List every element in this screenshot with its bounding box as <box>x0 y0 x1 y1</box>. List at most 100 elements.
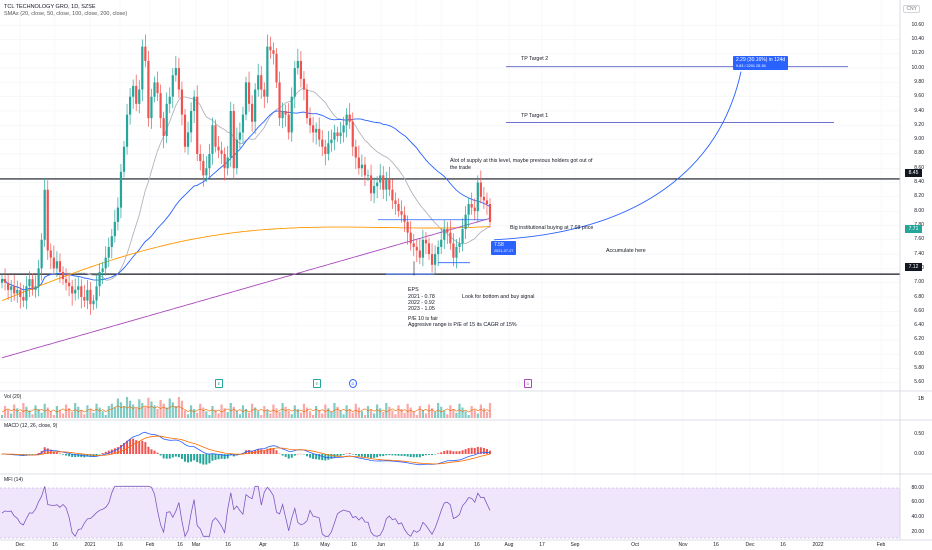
macd-histogram-bar <box>385 454 388 456</box>
candle <box>153 82 156 97</box>
volume-bar <box>430 408 434 418</box>
macd-label[interactable]: MACD (12, 26, close, 9) <box>4 423 58 429</box>
macd-histogram-bar <box>58 453 61 454</box>
macd-histogram-bar <box>68 454 71 457</box>
volume-bar <box>211 406 214 418</box>
volume-bar <box>369 409 373 418</box>
candle <box>226 157 229 169</box>
price-tick: 7.40 <box>914 250 924 257</box>
currency-badge[interactable]: CNY <box>903 5 920 13</box>
macd-histogram-bar <box>467 448 470 454</box>
bottom-note: Look for bottom and buy signal <box>462 294 535 300</box>
candle <box>461 229 464 244</box>
candle <box>247 82 251 104</box>
mfi-band <box>0 487 900 539</box>
sma200-line <box>1 217 491 359</box>
volume-bar <box>190 405 193 418</box>
horizontal-levels[interactable] <box>0 66 900 275</box>
grid <box>0 24 900 384</box>
mfi-tick: 80.00 <box>911 485 924 491</box>
price-tick: 10.00 <box>911 64 924 71</box>
macd-histogram-bar <box>485 448 488 454</box>
macd-histogram-bar <box>65 454 68 456</box>
price-tick: 9.80 <box>914 78 924 85</box>
candle <box>46 189 49 251</box>
entry-tag[interactable]: 7.58 2021-07-27 <box>491 241 517 255</box>
projection-tag[interactable]: 2.29 (30.16%) in 124d 9.83 / 2291 25.36 <box>733 56 789 70</box>
candle <box>351 121 354 147</box>
volume-bar <box>244 409 248 418</box>
macd-histogram-bar <box>360 454 363 457</box>
candle <box>162 118 165 137</box>
candle <box>482 196 485 201</box>
drawings[interactable] <box>378 71 742 276</box>
candle <box>287 114 290 133</box>
volume-bar <box>110 403 113 418</box>
volume-bar <box>394 414 397 418</box>
price-tick: 6.00 <box>914 350 924 357</box>
volume-bar <box>403 412 406 418</box>
macd-histogram-bar <box>318 454 321 460</box>
volume-bar <box>421 409 424 418</box>
candle <box>141 46 144 90</box>
volume-bar <box>470 406 473 418</box>
earnings-event-icon[interactable]: E <box>313 379 321 388</box>
macd-histogram-bar <box>55 452 58 454</box>
candle <box>71 286 74 294</box>
macd-histogram-bar <box>424 454 427 456</box>
time-tick: 16 <box>780 542 786 548</box>
candle <box>308 118 312 126</box>
candle <box>342 125 345 133</box>
volume-bar <box>235 410 238 418</box>
earnings-event-icon[interactable]: E <box>215 379 223 388</box>
volume-bar <box>269 413 272 418</box>
time-tick: Feb <box>145 542 155 548</box>
macd-histogram-bar <box>165 454 168 459</box>
candle <box>98 271 101 287</box>
macd-histogram-bar <box>284 454 287 457</box>
mfi-line <box>1 485 491 538</box>
candle <box>116 207 119 222</box>
volume-label[interactable]: Vol (20) <box>4 394 22 400</box>
macd-histogram-bar <box>123 442 125 454</box>
candle <box>302 78 306 90</box>
time-tick: Feb <box>876 542 886 548</box>
sma-legend[interactable]: SMAs (20, close, 50, close, 100, close, … <box>4 11 128 17</box>
macd-histogram-bar <box>208 454 211 464</box>
macd-histogram-bar <box>489 450 491 454</box>
time-tick: Sep <box>570 542 580 548</box>
volume-bar <box>52 415 55 418</box>
time-tick: Mar <box>191 542 201 548</box>
volume-bar <box>391 410 394 418</box>
mfi-tick: 60.00 <box>911 499 924 505</box>
macd-histogram-bar <box>71 454 74 457</box>
candle <box>171 75 174 97</box>
macd-histogram-bar <box>391 454 394 456</box>
candle <box>330 139 333 144</box>
candle <box>43 189 46 240</box>
volume-bar <box>379 408 382 418</box>
candle <box>446 229 449 233</box>
candle <box>464 214 467 230</box>
candle <box>223 153 226 169</box>
symbol-title[interactable]: TCL TECHNOLOGY GRO, 1D, SZSE <box>4 4 96 10</box>
mfi-label[interactable]: MFI (14) <box>4 477 23 483</box>
candle <box>177 68 180 90</box>
mfi-tick: 20.00 <box>911 529 924 535</box>
candle <box>318 128 321 140</box>
dividend-event-icon[interactable]: D <box>349 379 357 388</box>
macd-histogram-bar <box>147 446 150 454</box>
supply-note: Alot of supply at this level, maybe prev… <box>450 158 593 164</box>
volume-bar <box>183 410 187 418</box>
volume-bar <box>156 409 159 418</box>
macd-histogram-bar <box>184 454 186 462</box>
volume-bar <box>254 407 257 418</box>
macd-histogram-bar <box>428 454 430 455</box>
volume-bar <box>284 406 287 418</box>
volume-bar <box>238 414 241 418</box>
volume-bar <box>92 412 95 418</box>
macd-histogram-bar <box>421 454 424 457</box>
dividend-event-icon[interactable]: D <box>524 379 532 388</box>
